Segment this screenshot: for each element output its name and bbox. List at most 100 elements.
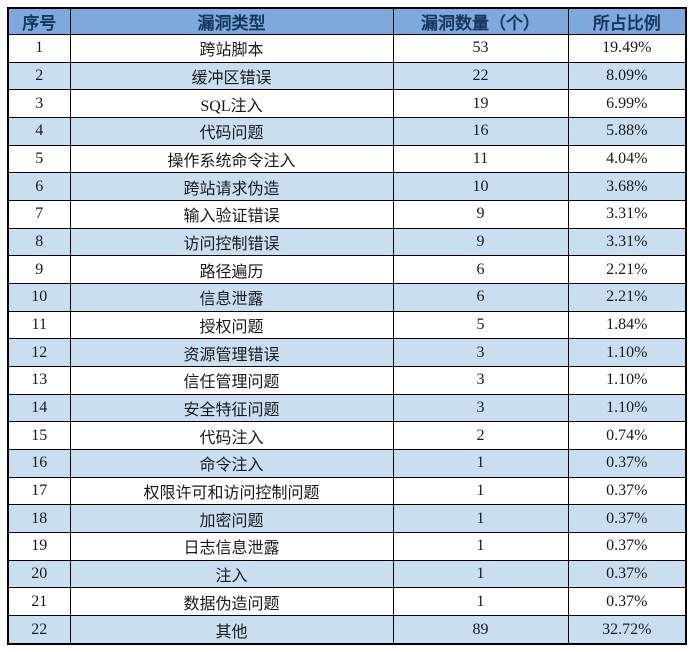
col-header-percentage: 所占比例 (567, 7, 687, 35)
cell-serial-number: 20 (7, 559, 71, 589)
cell-vulnerability-type: 代码注入 (69, 421, 394, 451)
col-header-vulnerability-type: 漏洞类型 (69, 7, 394, 35)
cell-serial-number: 10 (7, 283, 71, 312)
table-row: 13 信任管理问题 3 1.10% (7, 366, 687, 395)
cell-vulnerability-count: 1 (392, 532, 569, 561)
cell-serial-number: 11 (7, 310, 71, 340)
cell-vulnerability-type: 其他 (69, 615, 394, 645)
vulnerability-table-container: 序号 漏洞类型 漏洞数量（个） 所占比例 1 跨站脚本 53 19.49% 2 缓冲区错误 22 8… (7, 7, 687, 645)
cell-vulnerability-count: 19 (392, 89, 569, 119)
cell-vulnerability-count: 22 (392, 61, 569, 91)
table-row: 20 注入 1 0.37% (7, 559, 687, 589)
cell-percentage: 1.84% (567, 310, 687, 340)
cell-vulnerability-count: 2 (392, 421, 569, 451)
cell-serial-number: 16 (7, 449, 71, 478)
table-row: 7 输入验证错误 9 3.31% (7, 200, 687, 229)
table-row: 1 跨站脚本 53 19.49% (7, 34, 687, 63)
cell-vulnerability-type: 日志信息泄露 (69, 532, 394, 561)
cell-serial-number: 21 (7, 587, 71, 617)
cell-serial-number: 9 (7, 255, 71, 285)
cell-vulnerability-type: 路径遍历 (69, 255, 394, 285)
table-row: 15 代码注入 2 0.74% (7, 421, 687, 451)
table-body: 1 跨站脚本 53 19.49% 2 缓冲区错误 22 8.09% 3 SQL注入 19 6.99% 4… (7, 34, 687, 645)
cell-vulnerability-count: 6 (392, 283, 569, 312)
cell-vulnerability-count: 1 (392, 559, 569, 589)
cell-serial-number: 5 (7, 144, 71, 174)
cell-percentage: 1.10% (567, 338, 687, 368)
table-row: 6 跨站请求伪造 10 3.68% (7, 172, 687, 202)
cell-serial-number: 6 (7, 172, 71, 202)
cell-vulnerability-count: 16 (392, 117, 569, 146)
cell-serial-number: 19 (7, 532, 71, 561)
cell-vulnerability-count: 1 (392, 504, 569, 534)
table-row: 5 操作系统命令注入 11 4.04% (7, 144, 687, 174)
cell-percentage: 3.31% (567, 200, 687, 229)
table-row: 8 访问控制错误 9 3.31% (7, 227, 687, 257)
cell-vulnerability-count: 3 (392, 338, 569, 368)
cell-vulnerability-type: 授权问题 (69, 310, 394, 340)
cell-vulnerability-count: 9 (392, 200, 569, 229)
cell-vulnerability-type: 信任管理问题 (69, 366, 394, 395)
cell-percentage: 8.09% (567, 61, 687, 91)
cell-percentage: 0.37% (567, 449, 687, 478)
cell-percentage: 2.21% (567, 255, 687, 285)
col-header-vulnerability-count: 漏洞数量（个） (392, 7, 569, 35)
table-header: 序号 漏洞类型 漏洞数量（个） 所占比例 (7, 7, 687, 35)
cell-percentage: 0.37% (567, 532, 687, 561)
cell-serial-number: 14 (7, 393, 71, 423)
cell-percentage: 19.49% (567, 34, 687, 63)
cell-vulnerability-count: 1 (392, 476, 569, 506)
cell-percentage: 0.37% (567, 476, 687, 506)
cell-vulnerability-type: 代码问题 (69, 117, 394, 146)
cell-serial-number: 22 (7, 615, 71, 645)
cell-serial-number: 8 (7, 227, 71, 257)
table-row: 19 日志信息泄露 1 0.37% (7, 532, 687, 561)
cell-serial-number: 3 (7, 89, 71, 119)
cell-vulnerability-count: 5 (392, 310, 569, 340)
cell-vulnerability-count: 3 (392, 393, 569, 423)
cell-percentage: 3.68% (567, 172, 687, 202)
cell-vulnerability-type: 数据伪造问题 (69, 587, 394, 617)
cell-serial-number: 2 (7, 61, 71, 91)
cell-percentage: 4.04% (567, 144, 687, 174)
cell-serial-number: 18 (7, 504, 71, 534)
cell-serial-number: 7 (7, 200, 71, 229)
cell-vulnerability-count: 89 (392, 615, 569, 645)
cell-percentage: 5.88% (567, 117, 687, 146)
cell-vulnerability-type: 资源管理错误 (69, 338, 394, 368)
cell-vulnerability-type: 操作系统命令注入 (69, 144, 394, 174)
cell-vulnerability-type: 输入验证错误 (69, 200, 394, 229)
cell-vulnerability-count: 10 (392, 172, 569, 202)
table-row: 18 加密问题 1 0.37% (7, 504, 687, 534)
cell-vulnerability-type: 跨站脚本 (69, 34, 394, 63)
cell-vulnerability-type: 命令注入 (69, 449, 394, 478)
table-row: 9 路径遍历 6 2.21% (7, 255, 687, 285)
cell-serial-number: 17 (7, 476, 71, 506)
cell-vulnerability-count: 3 (392, 366, 569, 395)
table-row: 10 信息泄露 6 2.21% (7, 283, 687, 312)
cell-vulnerability-type: 访问控制错误 (69, 227, 394, 257)
cell-percentage: 2.21% (567, 283, 687, 312)
cell-percentage: 0.74% (567, 421, 687, 451)
cell-vulnerability-count: 6 (392, 255, 569, 285)
cell-vulnerability-count: 1 (392, 587, 569, 617)
cell-vulnerability-type: SQL注入 (69, 89, 394, 119)
table-row: 11 授权问题 5 1.84% (7, 310, 687, 340)
cell-serial-number: 4 (7, 117, 71, 146)
table-row: 21 数据伪造问题 1 0.37% (7, 587, 687, 617)
cell-serial-number: 13 (7, 366, 71, 395)
table-row: 4 代码问题 16 5.88% (7, 117, 687, 146)
cell-serial-number: 12 (7, 338, 71, 368)
cell-vulnerability-type: 缓冲区错误 (69, 61, 394, 91)
cell-percentage: 32.72% (567, 615, 687, 645)
header-row: 序号 漏洞类型 漏洞数量（个） 所占比例 (7, 7, 687, 35)
cell-vulnerability-type: 权限许可和访问控制问题 (69, 476, 394, 506)
cell-vulnerability-type: 安全特征问题 (69, 393, 394, 423)
cell-vulnerability-type: 信息泄露 (69, 283, 394, 312)
table-row: 17 权限许可和访问控制问题 1 0.37% (7, 476, 687, 506)
cell-serial-number: 1 (7, 34, 71, 63)
cell-percentage: 1.10% (567, 366, 687, 395)
table-row: 14 安全特征问题 3 1.10% (7, 393, 687, 423)
cell-serial-number: 15 (7, 421, 71, 451)
